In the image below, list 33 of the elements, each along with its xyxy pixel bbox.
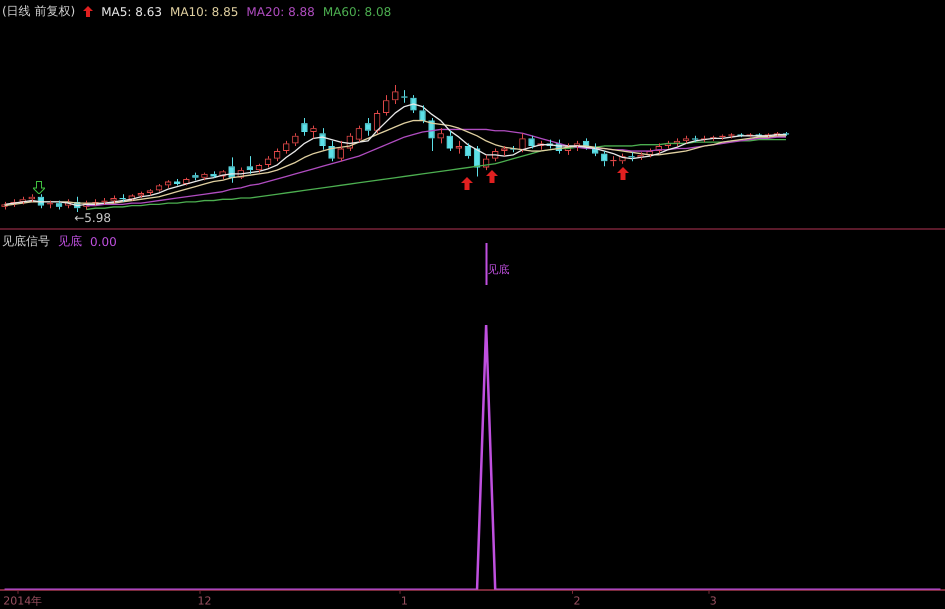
candlestick	[56, 200, 62, 210]
candlestick	[146, 188, 154, 196]
x-tick-label: 2014年	[3, 594, 42, 608]
candlestick	[374, 110, 380, 134]
candlestick	[446, 130, 453, 152]
text: 见底	[58, 233, 82, 250]
candlestick	[310, 125, 317, 139]
x-tick-label: 2	[573, 594, 580, 608]
candlestick	[28, 194, 35, 202]
text: MA10: 8.85	[170, 4, 238, 18]
candlestick	[110, 194, 117, 204]
candlestick	[356, 125, 362, 143]
x-tick-label: 3	[710, 594, 717, 608]
annotation: ←5.98	[74, 211, 112, 226]
candlestick	[501, 145, 508, 157]
candlestick	[519, 132, 526, 153]
candlestick	[456, 140, 462, 154]
annotation: 见底	[488, 262, 510, 276]
text: MA20: 8.88	[246, 4, 315, 18]
text: MA60: 8.08	[322, 4, 392, 18]
chart-title: 见底信号	[2, 233, 50, 250]
candlestick	[383, 94, 390, 116]
candlestick	[528, 135, 535, 149]
x-tick-label: 12	[197, 594, 212, 608]
chart-title: (日线 前复权)	[2, 3, 76, 20]
candlestick	[164, 180, 172, 188]
candlestick	[192, 172, 199, 181]
x-tick-label: 1	[400, 594, 408, 608]
candlestick	[138, 191, 144, 199]
candlestick	[364, 118, 372, 136]
text: MA5: 8.63	[101, 4, 162, 18]
annotation: 0.00	[90, 234, 117, 248]
candlestick	[174, 178, 180, 186]
